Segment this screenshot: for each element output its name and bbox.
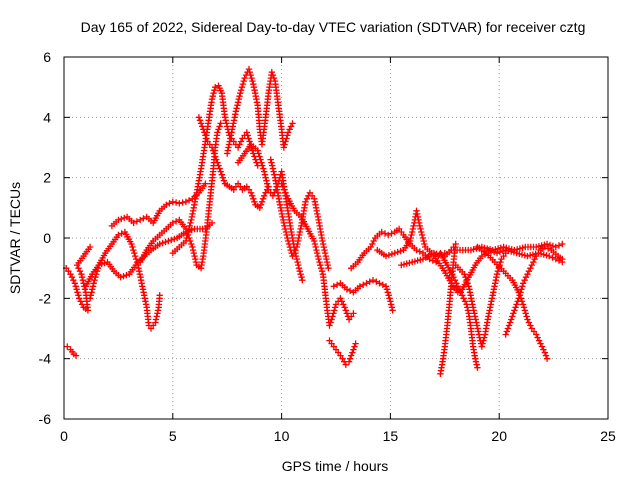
series-arc-n <box>330 277 396 314</box>
y-axis-label: SDTVAR / TECUs <box>7 182 23 294</box>
point-markers <box>485 246 566 266</box>
data-points <box>63 65 566 377</box>
x-tick-label: 5 <box>169 428 177 444</box>
y-tick-label: -6 <box>39 411 52 427</box>
point-markers <box>326 337 359 368</box>
point-markers <box>278 180 357 329</box>
point-markers <box>64 343 80 359</box>
point-markers <box>63 243 94 314</box>
x-tick-label: 25 <box>600 428 616 444</box>
point-markers <box>224 65 296 157</box>
series-arc-t <box>430 249 492 296</box>
x-axis-label: GPS time / hours <box>282 458 389 474</box>
series-arc-x <box>485 246 566 266</box>
point-markers <box>195 114 272 211</box>
series-arc-a <box>63 243 94 314</box>
point-markers <box>267 156 332 272</box>
y-tick-label: 4 <box>43 109 51 125</box>
series-arc-g <box>169 82 261 257</box>
series-arc-b <box>64 343 80 359</box>
series-arc-u <box>474 243 551 362</box>
series-arc-w <box>502 243 566 338</box>
x-tick-label: 10 <box>274 428 290 444</box>
x-tick-label: 0 <box>60 428 68 444</box>
point-markers <box>330 277 396 314</box>
y-tick-label: 0 <box>43 230 51 246</box>
point-markers <box>502 243 566 338</box>
plot-frame <box>63 56 609 420</box>
y-tick-label: -2 <box>39 290 52 306</box>
series-arc-s <box>437 249 481 371</box>
point-markers <box>430 249 492 296</box>
axis-ticks: 0 5 10 15 20 25 -6 -4 -2 0 2 4 6 <box>39 49 616 444</box>
series-arc-c <box>86 228 163 332</box>
chart-title: Day 165 of 2022, Sidereal Day-to-day VTE… <box>81 19 586 35</box>
point-markers <box>452 249 509 350</box>
series-arc-i <box>224 65 296 157</box>
series-arc-v <box>452 249 509 350</box>
x-tick-label: 15 <box>383 428 399 444</box>
series-arc-l <box>278 180 357 329</box>
point-markers <box>437 249 481 371</box>
series-arc-h <box>195 114 272 211</box>
series-arc-m <box>326 337 359 368</box>
y-tick-label: 2 <box>43 170 51 186</box>
point-markers <box>86 228 163 332</box>
series-arc-d <box>82 219 216 290</box>
point-markers <box>474 243 551 362</box>
y-tick-label: 6 <box>43 49 51 65</box>
x-tick-label: 20 <box>491 428 507 444</box>
y-tick-label: -4 <box>39 351 52 367</box>
series-arc-k <box>267 156 332 272</box>
point-markers <box>169 82 261 257</box>
grid-lines <box>64 57 608 419</box>
point-markers <box>82 219 216 290</box>
